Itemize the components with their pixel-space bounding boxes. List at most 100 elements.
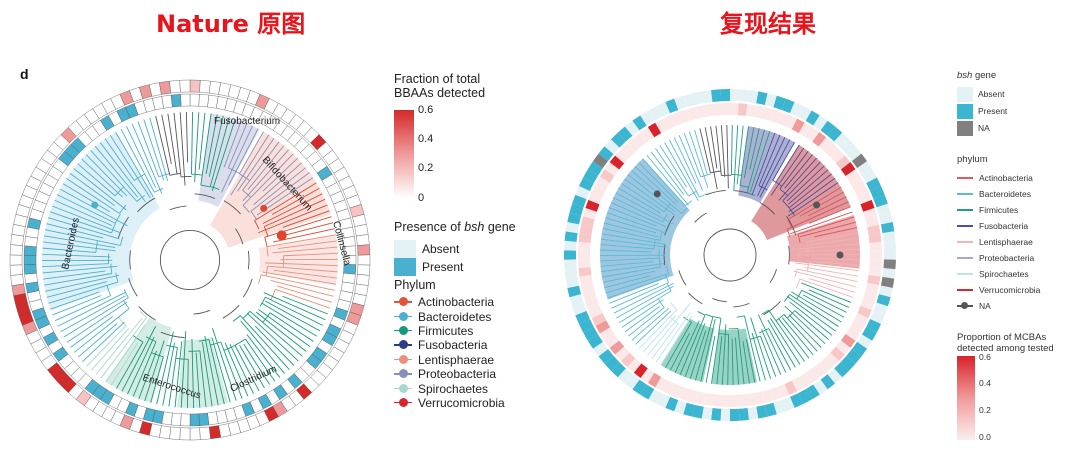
tree-branch <box>136 194 145 202</box>
tree-leaf-branch <box>66 178 120 214</box>
ring-cell <box>615 149 630 164</box>
tree-leaf-branch <box>255 325 295 366</box>
proportion-tick: 0.0 <box>979 432 991 442</box>
ring-cell <box>624 374 640 390</box>
proportion-tick: 0.4 <box>979 378 991 388</box>
tree-branch <box>123 289 129 298</box>
tree-leaf-branch <box>605 273 669 294</box>
ring-cell <box>868 233 882 244</box>
ring-cell <box>866 318 881 333</box>
tree-leaf-branch <box>262 157 298 192</box>
na-dot-icon <box>961 302 968 309</box>
ring-cell <box>170 94 182 108</box>
tree-leaf-branch <box>45 274 120 292</box>
tree-branch <box>664 215 675 236</box>
tree-leaf-branch <box>249 310 303 357</box>
phylum-legend-item: Spirochaetes <box>394 381 505 396</box>
tree-leaf-branch <box>744 315 761 382</box>
tree-leaf-branch <box>155 115 171 176</box>
ring-cell <box>781 396 795 412</box>
ring-cell <box>640 110 655 126</box>
tree-leaf-branch <box>801 289 847 313</box>
ring-cell <box>670 383 683 399</box>
ring-cell <box>840 162 856 176</box>
ring-cell <box>769 109 782 124</box>
tree-leaf-branch <box>808 260 860 266</box>
phylum-dot-icon <box>398 340 408 350</box>
panel-label: d <box>20 66 29 82</box>
ring-cell <box>656 102 671 117</box>
ring-cell <box>583 169 599 184</box>
ring-cell <box>784 114 798 130</box>
ring-cell <box>179 427 191 441</box>
tree-branch <box>123 300 130 309</box>
ring-cell <box>567 212 582 225</box>
ring-cell <box>189 413 200 427</box>
clade-highlight <box>600 158 690 300</box>
tree-leaf-branch <box>264 262 338 267</box>
title-reproduced: 复现结果 <box>720 10 816 38</box>
tree-branch <box>247 250 250 270</box>
ring-cell <box>624 120 640 136</box>
tree-leaf-branch <box>694 129 708 175</box>
tree-branch <box>747 192 756 196</box>
tree-leaf-branch <box>95 318 143 375</box>
ring-cell <box>849 176 865 190</box>
tree-branch <box>139 311 148 318</box>
ring-cell <box>582 208 597 220</box>
tree-leaf-branch <box>615 192 674 225</box>
phylum-dot-icon <box>398 397 408 407</box>
ring-cell <box>883 250 896 260</box>
ring-cell <box>592 153 609 169</box>
phylum-label: Bacteroidetes <box>418 309 492 324</box>
tree-branch <box>705 189 726 196</box>
ring-cell <box>683 402 696 417</box>
phylum-label: Actinobacteria <box>979 173 1033 183</box>
tree-leaf-branch <box>42 247 96 253</box>
ring-cell <box>830 149 845 164</box>
ring-cell <box>648 389 663 404</box>
ring-cell <box>756 404 768 419</box>
tree-leaf-branch <box>603 222 659 238</box>
fraction-legend: Fraction of total BBAAs detected <box>394 72 485 100</box>
tree-leaf-branch <box>60 295 126 333</box>
tree-branch <box>242 205 250 213</box>
ring-cell <box>878 212 893 225</box>
ring-cell <box>617 126 633 142</box>
tree-leaf-branch <box>283 222 334 236</box>
tree-leaf-branch <box>265 300 321 332</box>
tree-leaf-branch <box>778 318 810 359</box>
tree-branch <box>670 302 678 310</box>
ring-cell <box>813 115 828 131</box>
tree-leaf-branch <box>699 128 711 173</box>
tree-leaf-branch <box>674 320 700 374</box>
ring-cell <box>835 340 851 355</box>
tree-branch <box>111 223 116 234</box>
tree-branch <box>119 204 127 214</box>
tree-leaf-branch <box>811 257 860 261</box>
tree-leaf-branch <box>43 235 116 249</box>
tree-leaf-branch <box>778 157 817 201</box>
ring-cell <box>704 392 715 407</box>
tree-leaf-branch <box>610 202 667 228</box>
ring-cell <box>640 127 655 142</box>
tree-branch <box>678 270 687 286</box>
tree-leaf-branch <box>260 172 310 209</box>
tree-leaf-branch <box>788 177 836 213</box>
tree-leaf-branch <box>126 126 157 188</box>
tree-branch <box>188 350 200 352</box>
tree-leaf-branch <box>260 274 335 291</box>
ring-cell <box>863 208 878 220</box>
ring-cell <box>870 186 885 200</box>
tree-branch <box>114 213 121 224</box>
tree-leaf-branch <box>726 125 729 189</box>
tree-leaf-branch <box>81 158 123 198</box>
phylum-legend-item: Actinobacteria <box>957 170 1040 186</box>
ring-cell <box>882 231 896 242</box>
ring-cell <box>813 379 828 395</box>
tree-leaf-branch <box>271 187 320 215</box>
ring-cell <box>588 305 603 319</box>
tree-branch <box>795 278 801 288</box>
tree-branch <box>681 207 688 214</box>
tree-leaf-branch <box>168 347 178 407</box>
